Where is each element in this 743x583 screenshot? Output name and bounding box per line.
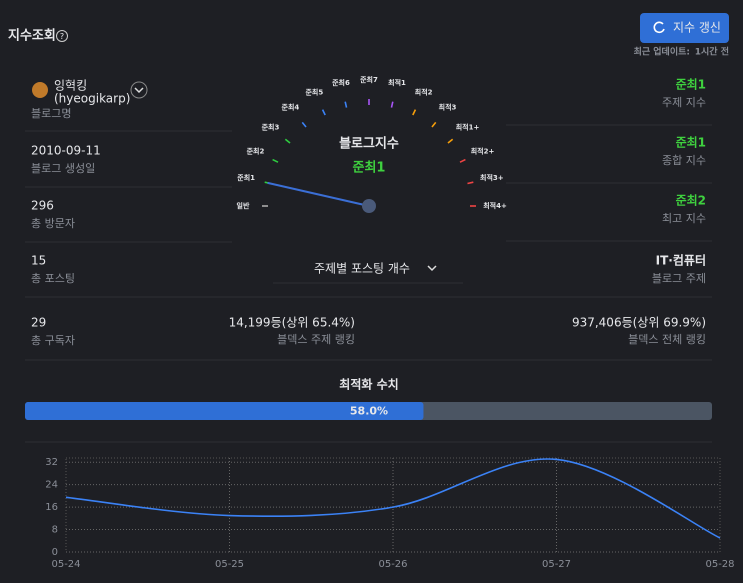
gauge-tick xyxy=(301,121,307,128)
stat-label: 주제 지수 xyxy=(662,96,706,109)
gauge-tick xyxy=(344,101,348,108)
ranking-value: 937,406등(상위 69.9%) xyxy=(572,316,706,330)
stat-value: 준최1 xyxy=(676,135,706,150)
refresh-icon xyxy=(653,21,665,34)
y-tick-label: 8 xyxy=(52,525,58,536)
profile-dropdown[interactable] xyxy=(130,81,148,99)
gauge-tick xyxy=(390,101,394,108)
x-tick-label: 05-24 xyxy=(51,559,80,570)
optimization-title: 최적화 수치 xyxy=(339,377,398,392)
updated-label: 최근 업데이트: xyxy=(634,46,690,58)
chevron xyxy=(134,87,144,94)
y-tick-label: 0 xyxy=(52,547,58,558)
gauge-tick xyxy=(431,121,437,128)
gauge-tick xyxy=(459,158,466,163)
x-tick-label: 05-26 xyxy=(378,559,407,570)
gauge-tick xyxy=(467,181,474,185)
gauge-level: 준최4 xyxy=(282,102,300,111)
ranking-label: 블덱스 주제 랭킹 xyxy=(277,333,355,346)
ranking-label: 블덱스 전체 랭킹 xyxy=(628,333,706,346)
stat-value: 29 xyxy=(31,316,46,330)
refresh-button[interactable] xyxy=(640,13,729,43)
stat-value: IT·컴퓨터 xyxy=(656,253,706,268)
x-tick-label: 05-27 xyxy=(542,559,571,570)
chevron xyxy=(427,265,437,272)
stat-label: 최고 지수 xyxy=(662,212,706,225)
progress-fill xyxy=(25,402,424,420)
gauge-tick xyxy=(321,109,326,116)
gauge-level: 최적1+ xyxy=(456,122,480,131)
gauge-title: 블로그지수 xyxy=(339,137,399,152)
gauge-level: 최적1 xyxy=(388,78,406,87)
plot-frame xyxy=(65,457,721,553)
x-tick-label: 05-25 xyxy=(215,559,244,570)
profile-label: 블로그명 xyxy=(31,107,71,120)
stat-value: 15 xyxy=(31,254,46,268)
ranking-value: 14,199등(상위 65.4%) xyxy=(229,316,355,330)
stat-label: 블로그 생성일 xyxy=(31,161,95,175)
gauge-tick xyxy=(447,138,454,144)
profile-id: (hyeogikarp) xyxy=(54,92,130,106)
gauge-level: 준최7 xyxy=(360,75,378,84)
stat-label: 블로그 주제 xyxy=(652,272,706,285)
gauge-level: 준최6 xyxy=(332,78,350,87)
gauge-needle xyxy=(267,181,370,207)
help-icon[interactable] xyxy=(56,30,68,42)
stat-value: 준최2 xyxy=(676,193,706,208)
avatar xyxy=(32,82,48,98)
updated-value: 1시간 전 xyxy=(695,46,729,58)
gauge-level: 준최1 xyxy=(237,173,255,182)
y-tick-label: 16 xyxy=(45,502,58,513)
gauge-value: 준최1 xyxy=(353,161,386,176)
gauge-tick xyxy=(412,109,417,116)
x-tick-label: 05-28 xyxy=(705,559,734,570)
gauge-level: 최적2 xyxy=(415,87,433,96)
gauge-level: 준최3 xyxy=(262,122,280,131)
gauge-level: 준최5 xyxy=(305,87,323,96)
stat-label: 종합 지수 xyxy=(662,154,706,167)
stat-label: 총 구독자 xyxy=(31,334,75,347)
dropdown-label[interactable]: 주제별 포스팅 개수 xyxy=(314,262,410,276)
stat-label: 총 방문자 xyxy=(31,217,75,230)
gauge-level: 최적4+ xyxy=(483,201,507,210)
gauge-level: 최적3+ xyxy=(480,173,504,182)
refresh-label[interactable]: 지수 갱신 xyxy=(673,21,721,35)
gauge-level: 준최2 xyxy=(247,146,265,155)
gauge-level: 최적2+ xyxy=(471,146,495,155)
gauge-level: 일반 xyxy=(237,201,250,210)
page-title: 지수조회 xyxy=(8,28,56,44)
y-tick-label: 24 xyxy=(45,480,58,491)
line-series xyxy=(65,458,721,539)
progress-label: 58.0% xyxy=(350,405,388,418)
y-tick-label: 32 xyxy=(45,457,58,468)
gauge-hub xyxy=(362,199,376,213)
gauge-tick xyxy=(284,138,291,144)
help-mark: ? xyxy=(60,32,64,41)
stat-value: 296 xyxy=(31,199,54,213)
stat-label: 총 포스팅 xyxy=(31,272,75,285)
gauge-tick xyxy=(272,158,279,163)
gauge-level: 최적3 xyxy=(439,102,457,111)
profile-name: 잉혁킹 xyxy=(54,79,87,93)
stat-value: 2010-09-11 xyxy=(31,144,101,158)
stat-value: 준최1 xyxy=(676,77,706,92)
